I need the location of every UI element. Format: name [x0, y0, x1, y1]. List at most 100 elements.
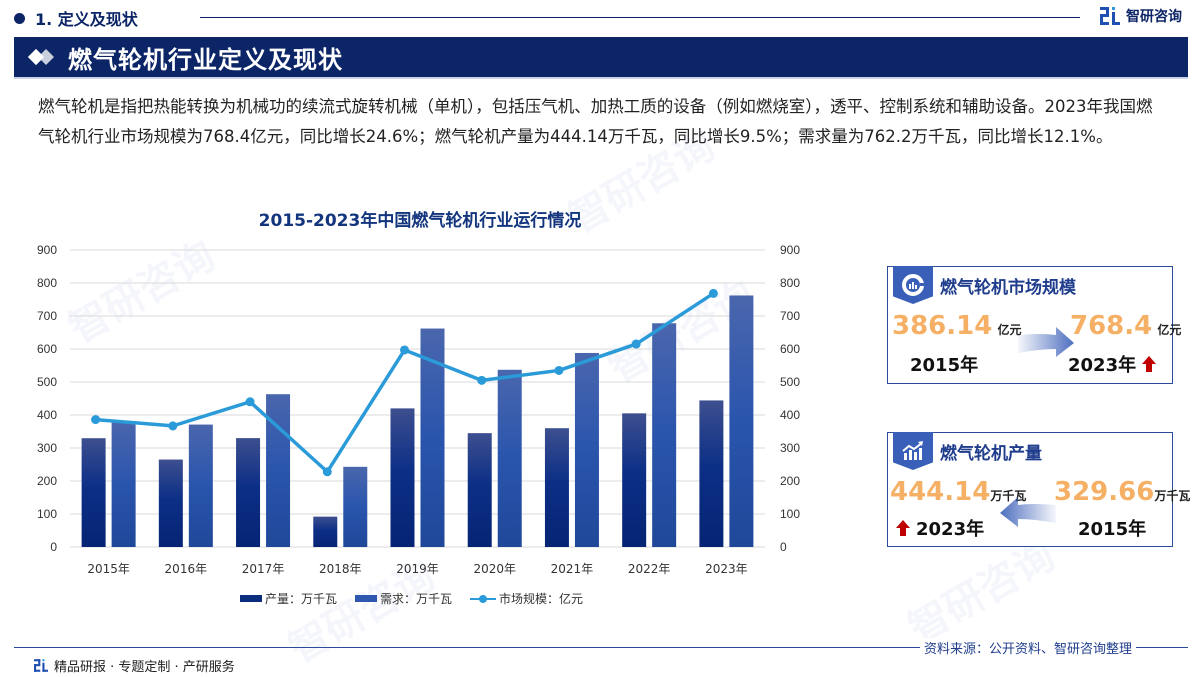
output-2023-value: 444.14万千瓦 [890, 477, 1026, 507]
brand-logo-icon [1100, 7, 1120, 25]
output-2015-value: 329.66万千瓦 [1054, 477, 1190, 507]
brand-logo-icon [34, 659, 48, 672]
card-title: 燃气轮机市场规模 [940, 278, 1076, 298]
y-tick-left: 500 [37, 375, 57, 389]
donut-chart-icon [902, 274, 925, 296]
bar-output [81, 438, 106, 547]
divider [200, 17, 1080, 18]
brand-name: 智研咨询 [1126, 9, 1182, 25]
x-tick: 2021年 [551, 562, 594, 576]
legend-swatch-market [470, 594, 497, 604]
y-tick-left: 200 [37, 474, 57, 488]
line-marker [631, 339, 641, 349]
page-title: 燃气轮机行业定义及现状 [68, 45, 343, 74]
bar-demand [343, 466, 368, 547]
value: 386.14 [892, 311, 993, 341]
output-2015-year: 2015年 [1078, 519, 1147, 540]
line-marker [554, 365, 564, 375]
y-tick-left: 700 [37, 309, 57, 323]
unit: 亿元 [997, 323, 1022, 337]
tagline-text: 精品研报 · 专题定制 · 产研服务 [54, 660, 235, 675]
legend-item-output: 产量：万千瓦 [240, 590, 337, 607]
bullet-icon [14, 12, 25, 24]
value: 444.14 [890, 477, 991, 507]
unit: 亿元 [1157, 323, 1182, 337]
y-tick-left: 100 [37, 507, 57, 521]
y-tick-right: 600 [780, 342, 800, 356]
y-tick-right: 400 [780, 408, 800, 422]
line-marker [322, 467, 332, 477]
card-tab [893, 432, 933, 470]
year: 2023年 [916, 519, 985, 540]
y-tick-right: 700 [780, 309, 800, 323]
legend-swatch-output [240, 595, 262, 602]
footer-divider [14, 647, 1188, 648]
bar-output [158, 459, 183, 547]
y-tick-right: 500 [780, 375, 800, 389]
legend-label: 需求：万千瓦 [380, 592, 453, 606]
market-size-card: 燃气轮机市场规模 386.14 亿元 2015年 768.4 亿元 2023年 [887, 266, 1181, 384]
legend-label: 产量：万千瓦 [265, 592, 338, 606]
growth-chart-icon [902, 441, 923, 460]
footer-tagline: 精品研报 · 专题定制 · 产研服务 [34, 656, 235, 675]
year: 2023年 [1068, 355, 1137, 376]
x-tick: 2022年 [628, 562, 671, 576]
output-card: 燃气轮机产量 444.14万千瓦 2023年 329.66万千瓦 2015年 [887, 432, 1190, 547]
output-2023-year: 2023年 [896, 515, 984, 541]
x-tick: 2015年 [87, 562, 130, 576]
bar-demand [111, 421, 136, 547]
combo-chart: 0 100 200 300 400 500 600 700 800 900 0 100 200 300 40… [37, 243, 800, 576]
bar-output [236, 438, 261, 547]
section-header: 1. 定义及现状 [14, 6, 138, 30]
unit: 万千瓦 [1154, 489, 1191, 503]
value: 329.66 [1054, 477, 1155, 507]
line-marker [168, 421, 178, 431]
bar-output [390, 408, 415, 547]
legend-item-demand: 需求：万千瓦 [355, 590, 452, 607]
bar-demand [652, 323, 677, 547]
line-marker [91, 415, 101, 425]
section-label: 1. 定义及现状 [35, 10, 138, 29]
bar-demand [574, 352, 599, 547]
y-tick-left: 400 [37, 408, 57, 422]
market-2015-value: 386.14 亿元 [892, 311, 1021, 341]
x-tick: 2020年 [473, 562, 516, 576]
y-tick-right: 900 [780, 243, 800, 257]
y-tick-right: 800 [780, 276, 800, 290]
chart-title: 2015-2023年中国燃气轮机行业运行情况 [258, 211, 582, 231]
card-title: 燃气轮机产量 [940, 444, 1042, 464]
line-marker [708, 288, 718, 298]
line-marker [477, 375, 487, 385]
line-marker [400, 345, 409, 355]
y-tick-left: 800 [37, 276, 57, 290]
x-tick: 2016年 [165, 562, 208, 576]
x-tick: 2019年 [396, 562, 439, 576]
line-marker [245, 397, 255, 407]
y-tick-right: 100 [780, 507, 800, 521]
bar-output [467, 433, 492, 547]
chart-legend: 产量：万千瓦 需求：万千瓦 市场规模：亿元 [240, 590, 601, 607]
diamond-icon [28, 49, 54, 65]
value: 768.4 [1070, 311, 1153, 341]
y-tick-left: 600 [37, 342, 57, 356]
market-2023-value: 768.4 亿元 [1070, 311, 1181, 341]
y-tick-right: 300 [780, 441, 800, 455]
bar-output [699, 400, 724, 547]
y-tick-left: 900 [37, 243, 57, 257]
x-tick: 2017年 [242, 562, 285, 576]
x-tick: 2018年 [319, 562, 362, 576]
y-tick-right: 0 [780, 540, 787, 554]
market-2015-year: 2015年 [910, 355, 979, 376]
y-tick-left: 300 [37, 441, 57, 455]
bar-output [544, 428, 569, 547]
card-tab [893, 266, 933, 304]
legend-swatch-demand [355, 595, 378, 602]
legend-label: 市场规模：亿元 [499, 592, 584, 606]
bar-demand [266, 394, 291, 547]
brand: 智研咨询 [1100, 6, 1182, 26]
source-note: 资料来源：公开资料、智研咨询整理 [920, 638, 1137, 657]
y-tick-right: 200 [780, 474, 800, 488]
arrow-right-icon [1018, 327, 1074, 357]
legend-item-market: 市场规模：亿元 [470, 590, 583, 607]
